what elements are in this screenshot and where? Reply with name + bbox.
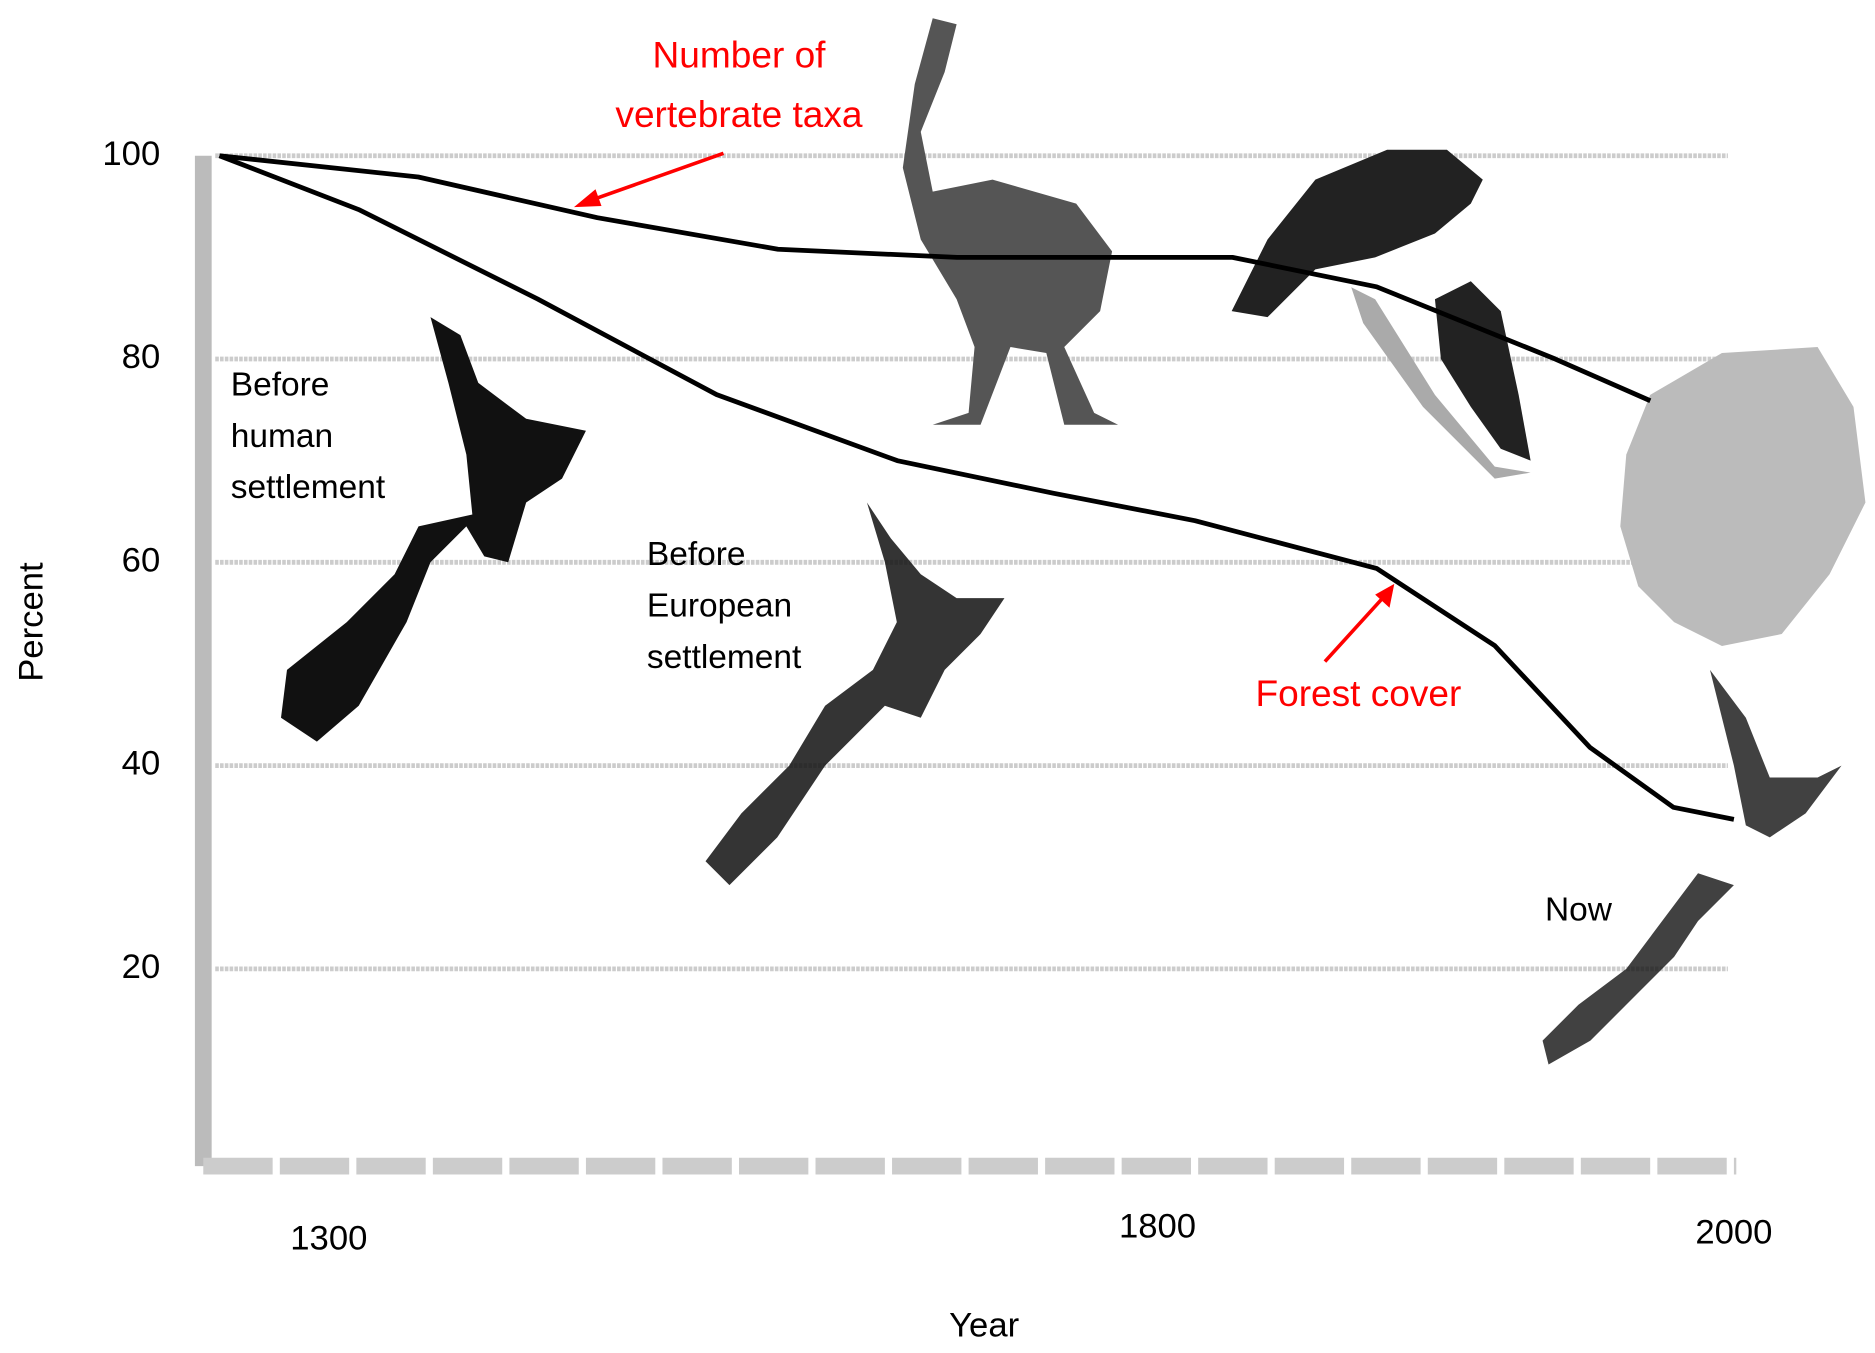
annotation: European [647, 588, 792, 625]
arrowhead [1375, 583, 1395, 608]
annotation: Before [231, 366, 330, 403]
series-line [218, 153, 1735, 822]
axes [194, 155, 1737, 1175]
map-now [1542, 669, 1842, 1065]
annotation: settlement [231, 469, 386, 506]
annotation: Before [647, 536, 746, 573]
annotation: vertebrate taxa [615, 93, 863, 135]
map-before-european [705, 502, 1005, 886]
y-tick-label: 100 [102, 135, 160, 173]
arrow [587, 151, 725, 203]
x-tick-label: 2000 [1695, 1213, 1772, 1251]
annotation: Now [1545, 891, 1613, 928]
arrowhead [573, 189, 602, 208]
annotation: Forest cover [1255, 672, 1461, 714]
y-tick-label: 60 [122, 541, 161, 579]
y-tick-label: 40 [122, 745, 161, 783]
annotation: settlement [647, 639, 802, 676]
bird-kakapo [1620, 347, 1866, 647]
annotation: Number of [653, 33, 827, 75]
bird-huia [1231, 149, 1483, 318]
arrows [573, 151, 1395, 663]
x-tick-label: 1800 [1119, 1208, 1196, 1246]
arrow [1323, 594, 1387, 663]
y-tick-label: 20 [122, 948, 161, 986]
y-tick-label: 80 [122, 338, 161, 376]
branch [1351, 287, 1531, 479]
bird-small [1434, 281, 1531, 461]
series-line [219, 153, 1652, 403]
x-axis-label: Year [949, 1307, 1019, 1345]
x-tick-label: 1300 [290, 1219, 367, 1257]
bird-moa [902, 18, 1119, 425]
annotation: human [231, 418, 333, 455]
map-before-human [281, 317, 586, 742]
decorations [281, 18, 1866, 1065]
y-axis-label: Percent [13, 562, 51, 682]
